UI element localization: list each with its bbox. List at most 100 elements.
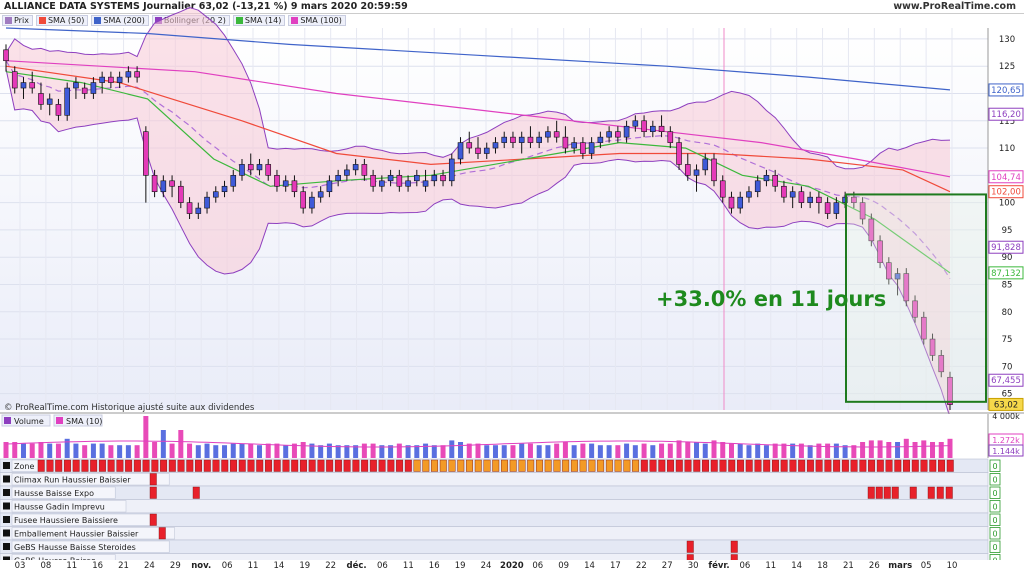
candle-body bbox=[221, 185, 228, 193]
volume-bar bbox=[440, 445, 446, 458]
x-tick-label: 14 bbox=[584, 561, 595, 571]
candle-body bbox=[370, 175, 376, 187]
volume-bar bbox=[344, 445, 350, 458]
hausse-baisse-marker bbox=[909, 486, 917, 499]
zone-cell bbox=[501, 459, 508, 472]
candle-body bbox=[99, 76, 105, 83]
x-tick-label: 21 bbox=[118, 561, 129, 571]
volume-legend-label: SMA (10) bbox=[66, 417, 102, 426]
volume-bar bbox=[877, 440, 883, 458]
indicator-row: Emballement Haussier Baissier 0 bbox=[0, 526, 1001, 541]
indicator-swatch bbox=[3, 516, 10, 523]
candle-body bbox=[11, 71, 18, 89]
indicator-row: GeBS Hausse Baisse Steroides 0 bbox=[0, 539, 1001, 554]
legend-item-sma200[interactable]: SMA (200) bbox=[91, 15, 149, 26]
volume-bar bbox=[790, 443, 796, 458]
hausse-baisse-marker bbox=[867, 486, 875, 499]
indicator-value-box bbox=[989, 473, 1001, 486]
fusee-marker bbox=[149, 513, 157, 526]
candle bbox=[632, 115, 639, 132]
candle bbox=[309, 191, 315, 214]
zone-cell bbox=[535, 459, 543, 472]
candle-body bbox=[693, 169, 700, 176]
candle-body bbox=[422, 180, 429, 187]
candle bbox=[326, 175, 333, 198]
volume-bar bbox=[571, 445, 577, 458]
volume-bar bbox=[816, 443, 822, 458]
bollinger-upper-line bbox=[5, 6, 951, 170]
candle-body bbox=[816, 196, 822, 203]
volume-bar bbox=[134, 445, 140, 458]
chart-header: ALLIANCE DATA SYSTEMS Journalier 63,02 (… bbox=[0, 0, 1024, 14]
volume-bar bbox=[353, 445, 359, 458]
candle-body bbox=[737, 196, 744, 209]
legend-item-sma14[interactable]: SMA (14) bbox=[232, 15, 286, 26]
legend-swatch bbox=[56, 417, 63, 424]
x-tick-label: 06 bbox=[377, 561, 388, 571]
candle-body bbox=[798, 191, 805, 203]
volume-bar bbox=[213, 445, 219, 458]
candle bbox=[405, 175, 411, 192]
x-tick-label: déc. bbox=[346, 560, 366, 571]
indicator-label: GeBS Hausse Baisse Steroides bbox=[14, 543, 136, 552]
volume-bar bbox=[728, 443, 734, 458]
volume-bar bbox=[615, 445, 621, 458]
zone-cell bbox=[684, 459, 692, 472]
indicator-value: 0 bbox=[992, 489, 997, 498]
x-tick-label: 22 bbox=[325, 561, 336, 571]
legend-item-price[interactable]: Prix bbox=[2, 15, 33, 26]
x-tick-label: févr. bbox=[708, 560, 729, 571]
volume-bar bbox=[545, 445, 551, 458]
indicator-label: Zone bbox=[14, 462, 34, 471]
zone-cell bbox=[431, 459, 438, 472]
candle bbox=[230, 169, 237, 192]
volume-bar bbox=[125, 445, 131, 458]
candle bbox=[396, 169, 403, 192]
volume-bar bbox=[20, 443, 26, 458]
candle bbox=[274, 169, 280, 192]
candle-body bbox=[571, 142, 577, 149]
legend-item-sma100[interactable]: SMA (100) bbox=[288, 15, 346, 26]
volume-bar bbox=[868, 440, 874, 458]
zone-cell bbox=[457, 459, 465, 472]
candle bbox=[422, 169, 429, 192]
price-tick-label: 90 bbox=[1002, 253, 1013, 263]
legend-item-sma50[interactable]: SMA (50) bbox=[35, 15, 89, 26]
candle bbox=[335, 169, 341, 187]
volume-bar bbox=[222, 445, 228, 458]
zone-cell bbox=[439, 459, 447, 472]
candle bbox=[265, 158, 272, 181]
candle-body bbox=[326, 180, 333, 193]
zone-cell bbox=[876, 459, 884, 472]
zone-cell bbox=[903, 459, 910, 472]
candle bbox=[55, 98, 62, 121]
candle bbox=[143, 126, 149, 203]
site-url[interactable]: www.ProRealTime.com bbox=[893, 1, 1016, 12]
zone-cell bbox=[177, 459, 185, 472]
indicator-value: 0 bbox=[992, 516, 997, 525]
price-tag bbox=[988, 397, 1024, 411]
candle bbox=[204, 191, 210, 214]
x-tick-label: 06 bbox=[739, 561, 750, 571]
zone-cell bbox=[754, 459, 762, 472]
candle-body bbox=[387, 175, 394, 182]
candle bbox=[719, 175, 726, 203]
volume-bar bbox=[414, 445, 420, 458]
zone-cell bbox=[168, 459, 176, 472]
candle-body bbox=[29, 82, 36, 89]
volume-bar bbox=[632, 445, 638, 458]
candle-body bbox=[772, 175, 778, 187]
candle bbox=[195, 202, 202, 219]
zone-cell bbox=[404, 459, 412, 472]
zone-cell bbox=[885, 459, 893, 472]
candle-body bbox=[431, 175, 438, 182]
price-tick-label: 100 bbox=[999, 199, 1015, 209]
hausse-baisse-marker bbox=[936, 486, 944, 499]
candle bbox=[763, 169, 770, 187]
candle bbox=[920, 311, 927, 345]
zone-cell bbox=[614, 459, 622, 472]
zone-cell bbox=[291, 459, 299, 472]
candle-body bbox=[912, 300, 918, 318]
legend-swatch bbox=[291, 17, 299, 24]
